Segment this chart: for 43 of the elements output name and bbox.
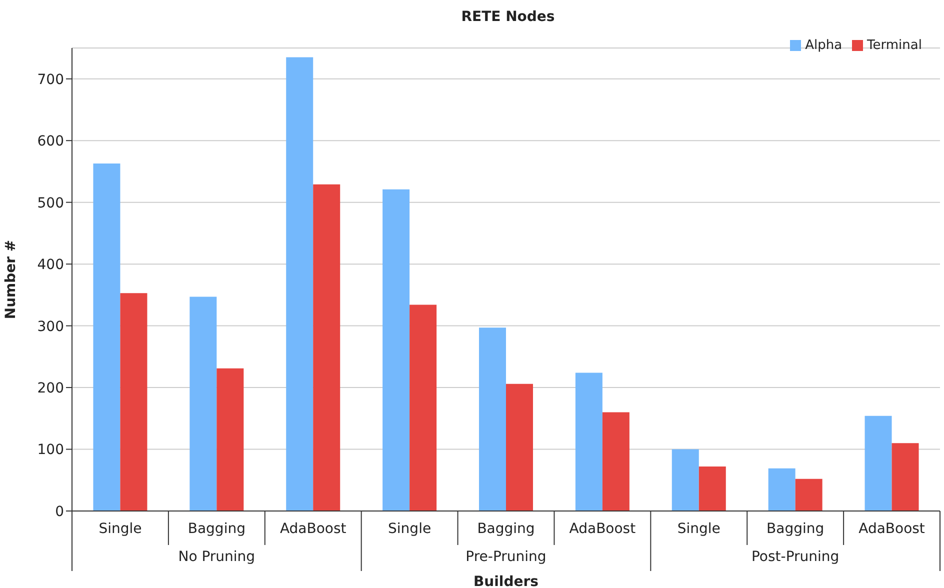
bar [313,184,340,511]
text: Post-Pruning [751,549,840,565]
bar [410,304,437,511]
x-tick-label: AdaBoost [280,521,347,537]
y-tick-label: 600 [37,134,64,150]
y-axis-title: Number # [2,240,19,320]
text: No Pruning [178,549,256,565]
x-tick-label: Single [388,521,432,537]
bar [190,296,217,511]
y-tick-label: 200 [37,380,64,397]
y-tick-label: 100 [37,442,64,458]
bar [120,293,148,511]
x-tick-label: Single [98,521,142,537]
bar [575,372,602,511]
bar [768,468,796,511]
bar [478,328,506,511]
legend-label: Terminal [867,38,922,53]
bar [795,478,822,511]
bar [93,163,120,511]
bar [698,466,726,511]
bar [286,57,314,511]
bar [892,443,919,511]
legend-label: Alpha [805,38,842,53]
bar [864,416,892,511]
x-tick-label: AdaBoost [569,521,636,537]
bar [216,368,244,511]
x-tick-label: Bagging [766,521,824,537]
x-tick-label: AdaBoost [858,521,926,537]
text: Pre-Pruning [466,549,546,565]
x-tick-label: Bagging [477,521,535,537]
y-tick-label: 0 [55,504,64,520]
bar [506,384,533,511]
bar [672,449,699,511]
y-tick-label: 400 [37,257,64,274]
y-tick-label: 700 [37,72,64,88]
y-tick-label: 300 [37,318,64,335]
bar [382,189,410,511]
x-tick-label: Bagging [188,521,246,537]
x-axis-title: Builders [474,574,538,588]
y-tick-label: 500 [37,195,64,212]
bar [602,412,630,511]
chart-title: RETE Nodes [461,9,555,25]
x-tick-label: Single [677,521,720,537]
